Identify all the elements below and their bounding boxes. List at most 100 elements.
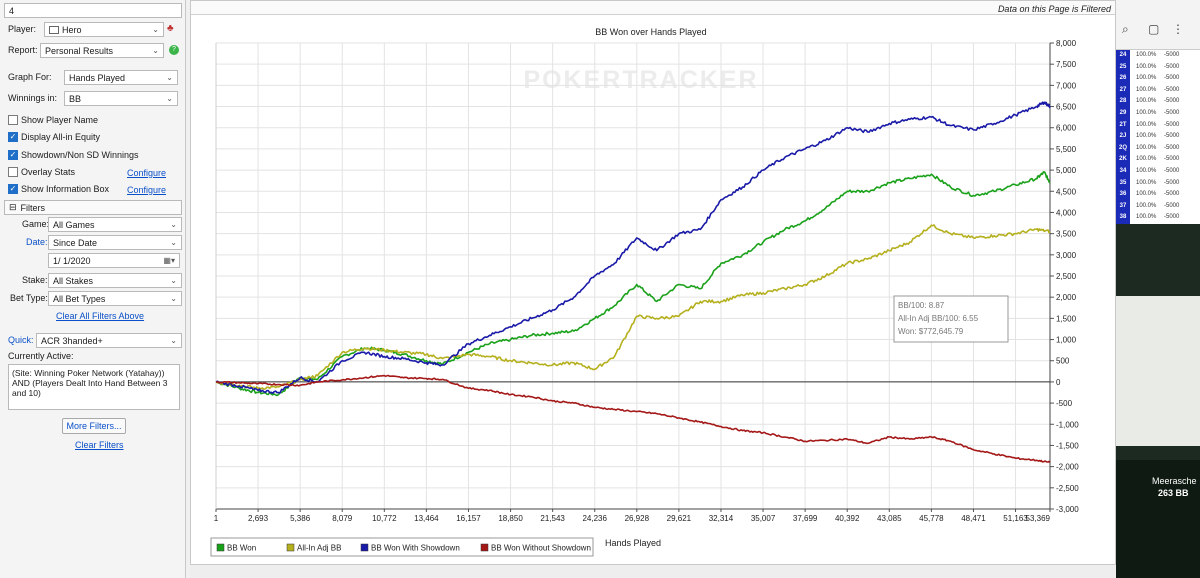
winnings-select[interactable]: BB ⌄ <box>64 91 178 106</box>
x-tick-label: 16,157 <box>456 514 481 523</box>
stat-cell-v2: -5000 <box>1164 154 1200 166</box>
stake-value: All Stakes <box>53 275 94 286</box>
y-tick-label: -1,500 <box>1056 441 1079 450</box>
filters-title: Filters <box>20 202 46 213</box>
checkbox-label: Show Information Box <box>21 184 110 194</box>
status-strip <box>190 565 1116 578</box>
y-tick-label: 7,000 <box>1056 81 1077 90</box>
checkbox-showdown-winnings[interactable]: ✓ Showdown/Non SD Winnings <box>8 147 139 163</box>
grid <box>215 42 1051 510</box>
stat-table: 24 100.0% -5000 25 100.0% -5000 26 100.0% -5000 2… <box>1116 50 1200 224</box>
y-tick-label: 2,500 <box>1056 272 1077 281</box>
y-tick-label: 6,000 <box>1056 124 1077 133</box>
stat-cell-v1: 100.0% <box>1130 107 1164 120</box>
info-bb100: BB/100: 8.87 <box>898 301 945 310</box>
y-tick-label: 2,000 <box>1056 293 1077 302</box>
more-filters-button[interactable]: More Filters... <box>62 418 126 434</box>
stat-cell-v2: -5000 <box>1164 142 1200 155</box>
stat-row: 38 100.0% -5000 <box>1116 212 1200 224</box>
bet-type-label: Bet Type: <box>10 293 48 303</box>
currently-active-box: (Site: Winning Poker Network (Yatahay)) … <box>8 364 180 410</box>
checkbox-box[interactable] <box>8 115 18 125</box>
date-label[interactable]: Date: <box>26 237 48 247</box>
legend-frame <box>210 537 594 557</box>
y-tick-label: -2,000 <box>1056 463 1079 472</box>
stat-cell-v1: 100.0% <box>1130 165 1164 178</box>
checkbox-show-player-name[interactable]: Show Player Name <box>8 112 98 128</box>
player-settings-icon[interactable]: ♣ <box>167 23 174 34</box>
y-tick-label: 500 <box>1056 357 1070 366</box>
quick-value: ACR 3handed+ <box>41 335 103 346</box>
quick-select[interactable]: ACR 3handed+ ⌄ <box>36 333 182 348</box>
y-tick-label: 1,500 <box>1056 314 1077 323</box>
stat-cell-v2: -5000 <box>1164 84 1200 97</box>
bet-type-select[interactable]: All Bet Types ⌄ <box>48 291 182 306</box>
window-icon[interactable]: ▢ <box>1148 22 1160 36</box>
stat-row: 2J 100.0% -5000 <box>1116 131 1200 143</box>
more-filters-label: More Filters... <box>66 421 122 431</box>
stat-cell-v2: -5000 <box>1164 73 1200 85</box>
date-input[interactable]: 1/ 1/2020 ▦▾ <box>48 253 180 268</box>
search-input[interactable]: 4 <box>4 3 182 18</box>
browser-toolbar: ⌕ ▢ ⋮ <box>1116 0 1200 50</box>
y-tick-label: 5,000 <box>1056 166 1077 175</box>
stat-row: 2T 100.0% -5000 <box>1116 119 1200 132</box>
stat-row: 24 100.0% -5000 <box>1116 50 1200 62</box>
filtered-note: Data on this Page is Filtered <box>997 4 1111 14</box>
more-icon[interactable]: ⋮ <box>1172 22 1184 36</box>
stat-cell-v1: 100.0% <box>1130 50 1164 62</box>
stake-select[interactable]: All Stakes ⌄ <box>48 273 182 288</box>
stat-cell-v2: -5000 <box>1164 96 1200 108</box>
x-tick-label: 10,772 <box>372 514 397 523</box>
stat-cell-k: 28 <box>1116 96 1130 108</box>
series-line-bb-won-without-showdown <box>215 374 1051 463</box>
quick-label[interactable]: Quick: <box>8 335 34 345</box>
checkbox-box[interactable]: ✓ <box>8 132 18 142</box>
stat-row: 27 100.0% -5000 <box>1116 84 1200 97</box>
winnings-label: Winnings in: <box>8 93 58 103</box>
stream-preview <box>1116 296 1200 446</box>
player-select[interactable]: Hero ⌄ <box>44 22 164 37</box>
report-select[interactable]: Personal Results ⌄ <box>40 43 164 58</box>
chevron-down-icon: ⌄ <box>152 25 159 34</box>
collapse-icon[interactable]: ⊟ <box>9 202 17 212</box>
chevron-down-icon: ⌄ <box>152 46 159 55</box>
filters-header[interactable]: ⊟ Filters <box>4 200 182 215</box>
stat-cell-k: 2K <box>1116 154 1130 166</box>
checkbox-box[interactable]: ✓ <box>8 184 18 194</box>
stat-cell-v1: 100.0% <box>1130 177 1164 190</box>
checkbox-overlay-stats[interactable]: Overlay Stats <box>8 164 75 180</box>
game-select[interactable]: All Games ⌄ <box>48 217 182 232</box>
stat-cell-k: 27 <box>1116 84 1130 97</box>
legend: BB Won All-In Adj BB BB Won With Showdown B… <box>210 537 594 557</box>
info-allin-bb100: All-In Adj BB/100: 6.55 <box>898 314 979 323</box>
graph-for-select[interactable]: Hands Played ⌄ <box>64 70 178 85</box>
checkbox-show-info-box[interactable]: ✓ Show Information Box <box>8 181 109 197</box>
stat-cell-k: 38 <box>1116 212 1130 224</box>
player-row: Player: <box>8 21 36 37</box>
stat-row: 35 100.0% -5000 <box>1116 177 1200 190</box>
x-tick-label: 43,085 <box>877 514 902 523</box>
y-tick-label: 5,500 <box>1056 145 1077 154</box>
stat-row: 2Q 100.0% -5000 <box>1116 142 1200 155</box>
x-tick-label: 2,693 <box>248 514 269 523</box>
clear-all-filters-link[interactable]: Clear All Filters Above <box>56 311 145 321</box>
x-tick-label: 35,007 <box>751 514 776 523</box>
checkbox-display-allin-equity[interactable]: ✓ Display All-in Equity <box>8 129 100 145</box>
stake-label: Stake: <box>22 275 48 285</box>
search-icon[interactable]: ⌕ <box>1122 22 1129 36</box>
calendar-icon[interactable]: ▦▾ <box>163 256 175 265</box>
checkbox-box[interactable] <box>8 167 18 177</box>
checkbox-box[interactable]: ✓ <box>8 150 18 160</box>
help-icon[interactable]: ? <box>169 45 179 55</box>
configure-info-link[interactable]: Configure <box>127 185 167 195</box>
x-tick-label: 32,314 <box>709 514 734 523</box>
date-select[interactable]: Since Date ⌄ <box>48 235 182 250</box>
configure-overlay-link[interactable]: Configure <box>127 168 167 178</box>
stat-cell-v2: -5000 <box>1164 165 1200 178</box>
axes: 8,000 7,500 7,000 6,500 6,000 5,500 5,000 4,500… <box>214 39 1079 523</box>
y-tick-label: 4,500 <box>1056 187 1077 196</box>
y-tick-label: 7,500 <box>1056 60 1077 69</box>
clear-filters-link[interactable]: Clear Filters <box>75 440 124 450</box>
player-icon <box>49 25 59 34</box>
